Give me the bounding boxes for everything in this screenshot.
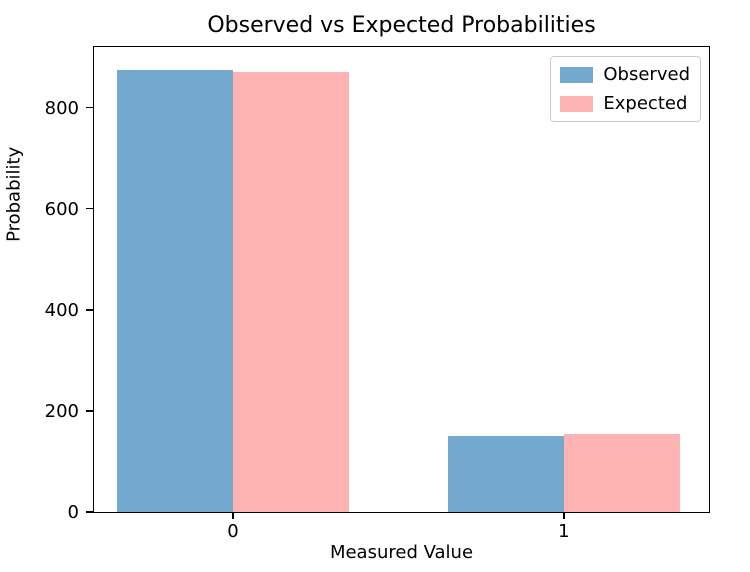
y-tick-mark [85, 207, 93, 210]
legend: Observed Expected [550, 56, 701, 122]
x-tick-label: 0 [227, 521, 239, 542]
legend-label: Expected [603, 93, 688, 114]
bar-expected-x1 [563, 434, 680, 512]
x-tick-mark [563, 512, 565, 519]
legend-label: Observed [603, 64, 690, 85]
chart-title: Observed vs Expected Probabilities [207, 13, 596, 38]
y-tick-label: 400 [44, 299, 79, 321]
legend-item-observed: Observed [560, 64, 690, 85]
legend-item-expected: Expected [560, 93, 690, 114]
y-axis-label: Probability [3, 146, 25, 242]
y-tick-label: 800 [44, 97, 79, 119]
bar-observed-x0 [116, 70, 233, 512]
y-tick-mark [85, 410, 93, 412]
bar-observed-x1 [447, 436, 564, 512]
y-tick-mark [85, 309, 93, 311]
x-tick-label: 1 [558, 521, 570, 542]
x-tick-mark [232, 512, 234, 519]
y-tick-label: 600 [44, 198, 79, 220]
x-axis-label: Measured Value [329, 542, 474, 563]
bar-expected-x0 [232, 72, 349, 512]
y-tick-mark [85, 511, 93, 513]
y-tick-label: 200 [44, 400, 79, 422]
legend-swatch-expected [560, 95, 594, 112]
plot-area: 0 200 400 600 800 0 1 Observed Expected [45, 46, 710, 541]
y-tick-mark [85, 106, 93, 109]
legend-swatch-observed [560, 66, 594, 83]
y-tick-label: 0 [67, 502, 79, 523]
